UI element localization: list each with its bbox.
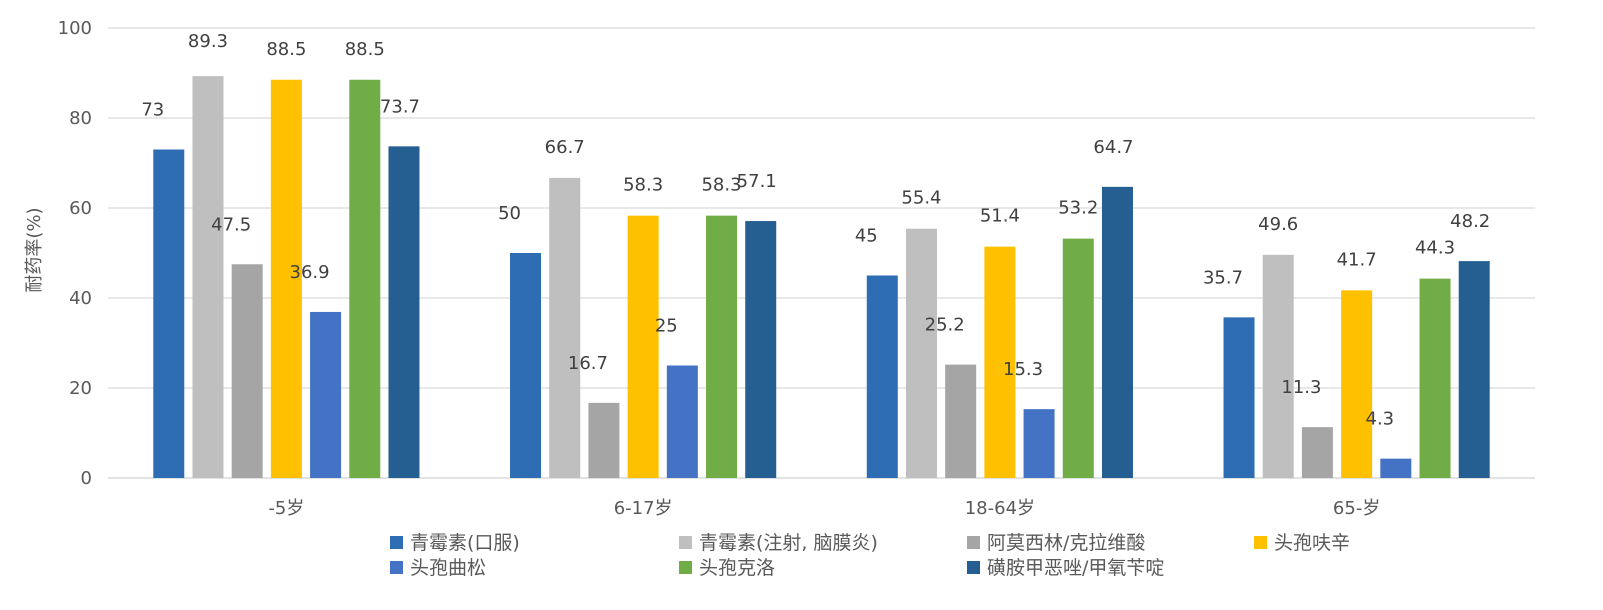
y-tick-label: 60 — [69, 198, 92, 219]
gridlines — [108, 27, 1535, 479]
data-label: 16.7 — [568, 353, 608, 374]
legend-swatch — [390, 561, 403, 574]
bar — [1262, 254, 1294, 478]
bars — [153, 76, 1490, 479]
bar — [984, 246, 1016, 478]
bar — [349, 79, 381, 478]
legend-swatch — [390, 536, 403, 549]
legend-swatch — [679, 561, 692, 574]
bar — [310, 311, 342, 478]
data-label: 53.2 — [1058, 198, 1098, 219]
bar — [270, 79, 302, 478]
bar — [866, 275, 898, 478]
data-label: 58.3 — [623, 175, 663, 196]
data-label: 4.3 — [1366, 409, 1395, 430]
x-axis-ticks: -5岁 6-17岁 18-64岁 65-岁 — [268, 498, 1380, 519]
legend-entry: 磺胺甲恶唑/甲氧苄啶 — [987, 557, 1164, 579]
data-label: 51.4 — [980, 206, 1020, 227]
bar — [706, 215, 738, 478]
x-tick-label: -5岁 — [268, 498, 304, 519]
legend-entry: 头孢曲松 — [410, 557, 486, 579]
bar — [1062, 238, 1094, 478]
bar — [945, 364, 977, 478]
bar — [627, 215, 659, 478]
x-tick-label: 18-64岁 — [965, 498, 1035, 519]
data-labels: 73 89.3 47.5 88.5 36.9 88.5 73.7 50 66.7 16.7 58.3… — [141, 31, 1490, 430]
data-label: 58.3 — [701, 175, 741, 196]
data-label: 45 — [855, 226, 878, 247]
bar — [153, 149, 185, 478]
bar — [510, 253, 542, 478]
data-label: 73 — [141, 100, 164, 121]
bar — [1341, 290, 1373, 478]
bar — [1458, 261, 1490, 478]
legend-swatch — [967, 536, 980, 549]
data-label: 88.5 — [266, 39, 306, 60]
data-label: 48.2 — [1450, 211, 1490, 232]
legend-swatch — [967, 561, 980, 574]
legend-entry: 头孢克洛 — [699, 557, 775, 579]
y-tick-label: 20 — [69, 378, 92, 399]
bar — [666, 365, 698, 478]
bar — [388, 146, 420, 478]
y-axis-ticks: 0 20 40 60 80 100 — [58, 18, 92, 489]
data-label: 66.7 — [545, 137, 585, 158]
data-label: 36.9 — [290, 262, 330, 283]
y-axis-label: 耐药率(%) — [24, 207, 45, 292]
data-label: 89.3 — [188, 31, 228, 52]
y-tick-label: 80 — [69, 108, 92, 129]
legend-swatch — [679, 536, 692, 549]
data-label: 50 — [498, 203, 521, 224]
data-label: 55.4 — [901, 188, 941, 209]
legend-entry: 青霉素(口服) — [410, 532, 520, 554]
data-label: 49.6 — [1258, 214, 1298, 235]
legend-entry: 阿莫西林/克拉维酸 — [987, 532, 1145, 554]
y-tick-label: 0 — [81, 468, 92, 489]
y-tick-label: 100 — [58, 18, 92, 39]
bar — [588, 402, 620, 478]
data-label: 88.5 — [345, 39, 385, 60]
bar — [1301, 427, 1333, 478]
bar — [192, 76, 224, 479]
bar — [1223, 317, 1255, 478]
bar — [1101, 186, 1133, 478]
data-label: 73.7 — [380, 96, 420, 117]
data-label: 35.7 — [1203, 267, 1243, 288]
bar — [905, 228, 937, 478]
legend-entry: 头孢呋辛 — [1274, 532, 1350, 554]
data-label: 41.7 — [1337, 249, 1377, 270]
data-label: 47.5 — [211, 214, 251, 235]
data-label: 44.3 — [1415, 238, 1455, 259]
x-tick-label: 6-17岁 — [614, 498, 673, 519]
data-label: 11.3 — [1281, 377, 1321, 398]
data-label: 64.7 — [1093, 137, 1133, 158]
legend-swatch — [1254, 536, 1267, 549]
data-label: 25.2 — [925, 315, 965, 336]
data-label: 15.3 — [1003, 359, 1043, 380]
bar — [549, 177, 581, 478]
y-tick-label: 40 — [69, 288, 92, 309]
data-label: 57.1 — [737, 171, 777, 192]
legend-entry: 青霉素(注射, 脑膜炎) — [699, 532, 878, 554]
bar — [745, 221, 777, 479]
x-tick-label: 65-岁 — [1333, 498, 1380, 519]
bar — [231, 264, 263, 478]
data-label: 25 — [655, 316, 678, 337]
bar — [1419, 278, 1451, 478]
bar — [1380, 458, 1412, 478]
bar — [1023, 409, 1055, 478]
